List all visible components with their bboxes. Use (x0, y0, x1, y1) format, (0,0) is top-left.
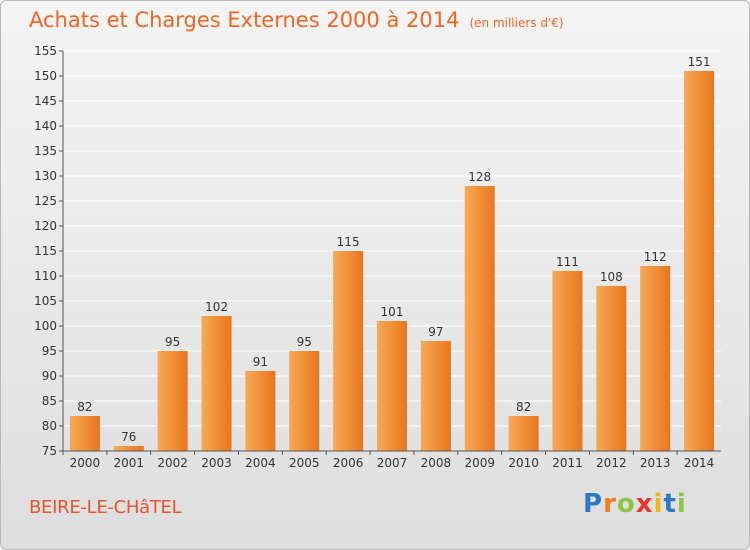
data-label: 128 (468, 170, 491, 184)
y-tick-label: 75 (42, 444, 57, 458)
bar (508, 416, 539, 451)
bar (552, 271, 583, 451)
y-tick-label: 125 (34, 194, 57, 208)
x-tick-label: 2007 (377, 456, 408, 470)
data-label: 111 (556, 255, 579, 269)
bars (69, 71, 715, 451)
data-label: 151 (688, 55, 711, 69)
logo-letter: t (663, 489, 677, 519)
x-tick-label: 2002 (157, 456, 188, 470)
x-tick-label: 2005 (289, 456, 320, 470)
y-tick-label: 140 (34, 119, 57, 133)
data-label: 82 (77, 400, 92, 414)
logo-letter: r (603, 489, 617, 519)
x-tick-label: 2011 (552, 456, 583, 470)
y-tick-label: 120 (34, 219, 57, 233)
x-tick-label: 2010 (508, 456, 539, 470)
data-label: 102 (205, 300, 228, 314)
y-tick-label: 105 (34, 294, 57, 308)
data-label: 82 (516, 400, 531, 414)
data-label: 101 (381, 305, 404, 319)
data-label: 95 (297, 335, 312, 349)
bar (377, 321, 407, 451)
y-tick-label: 110 (34, 269, 57, 283)
chart-subtitle: (en milliers d'€) (469, 16, 564, 30)
x-tick-label: 2012 (596, 456, 627, 470)
y-tick-label: 135 (34, 144, 57, 158)
x-tick-label: 2001 (114, 456, 145, 470)
y-tick-label: 150 (34, 69, 57, 83)
data-label: 115 (337, 235, 360, 249)
chart-title: Achats et Charges Externes 2000 à 2014 (e… (29, 8, 564, 32)
bar (596, 286, 627, 451)
bar (420, 341, 451, 451)
logo-letter: i (676, 489, 687, 519)
bar (245, 371, 276, 451)
place-name: BEIRE-LE-CHâTEL (29, 497, 182, 518)
data-label: 91 (253, 355, 268, 369)
data-label: 112 (644, 250, 667, 264)
y-tick-label: 115 (34, 244, 57, 258)
data-label: 97 (428, 325, 443, 339)
bar (201, 316, 232, 451)
y-tick-label: 155 (34, 44, 57, 58)
y-tick-label: 145 (34, 94, 57, 108)
bar (289, 351, 320, 451)
x-tick-label: 2006 (333, 456, 364, 470)
bar (113, 446, 144, 451)
axes: 75 80 85 90 95 100 105 110 115 120 125 130 135 140 145… (34, 44, 721, 470)
proxiti-logo: Proxiti (583, 489, 687, 519)
bar (333, 251, 364, 451)
logo-letter: P (583, 489, 604, 519)
x-tick-label: 2013 (640, 456, 671, 470)
logo-letter: x (635, 489, 654, 519)
x-tick-label: 2003 (201, 456, 232, 470)
data-label: 95 (165, 335, 180, 349)
bar (684, 71, 715, 451)
data-label: 108 (600, 270, 623, 284)
chart-title-text: Achats et Charges Externes 2000 à 2014 (29, 8, 460, 32)
data-labels: 82 76 95 102 91 95 115 101 97 128 82 111 108 112 151 (77, 55, 710, 444)
y-tick-label: 80 (42, 419, 57, 433)
logo-letter: i (653, 489, 664, 519)
bar (640, 266, 671, 451)
logo-letter: o (616, 489, 636, 519)
x-tick-label: 2014 (684, 456, 715, 470)
bar (157, 351, 188, 451)
bar (69, 416, 100, 451)
y-tick-label: 100 (34, 319, 57, 333)
y-tick-label: 90 (42, 369, 57, 383)
bar (464, 186, 495, 451)
y-tick-label: 85 (42, 394, 57, 408)
x-tick-label: 2009 (464, 456, 495, 470)
x-tick-label: 2000 (70, 456, 101, 470)
y-tick-label: 130 (34, 169, 57, 183)
x-tick-label: 2004 (245, 456, 276, 470)
x-tick-label: 2008 (421, 456, 452, 470)
y-tick-label: 95 (42, 344, 57, 358)
data-label: 76 (121, 430, 136, 444)
